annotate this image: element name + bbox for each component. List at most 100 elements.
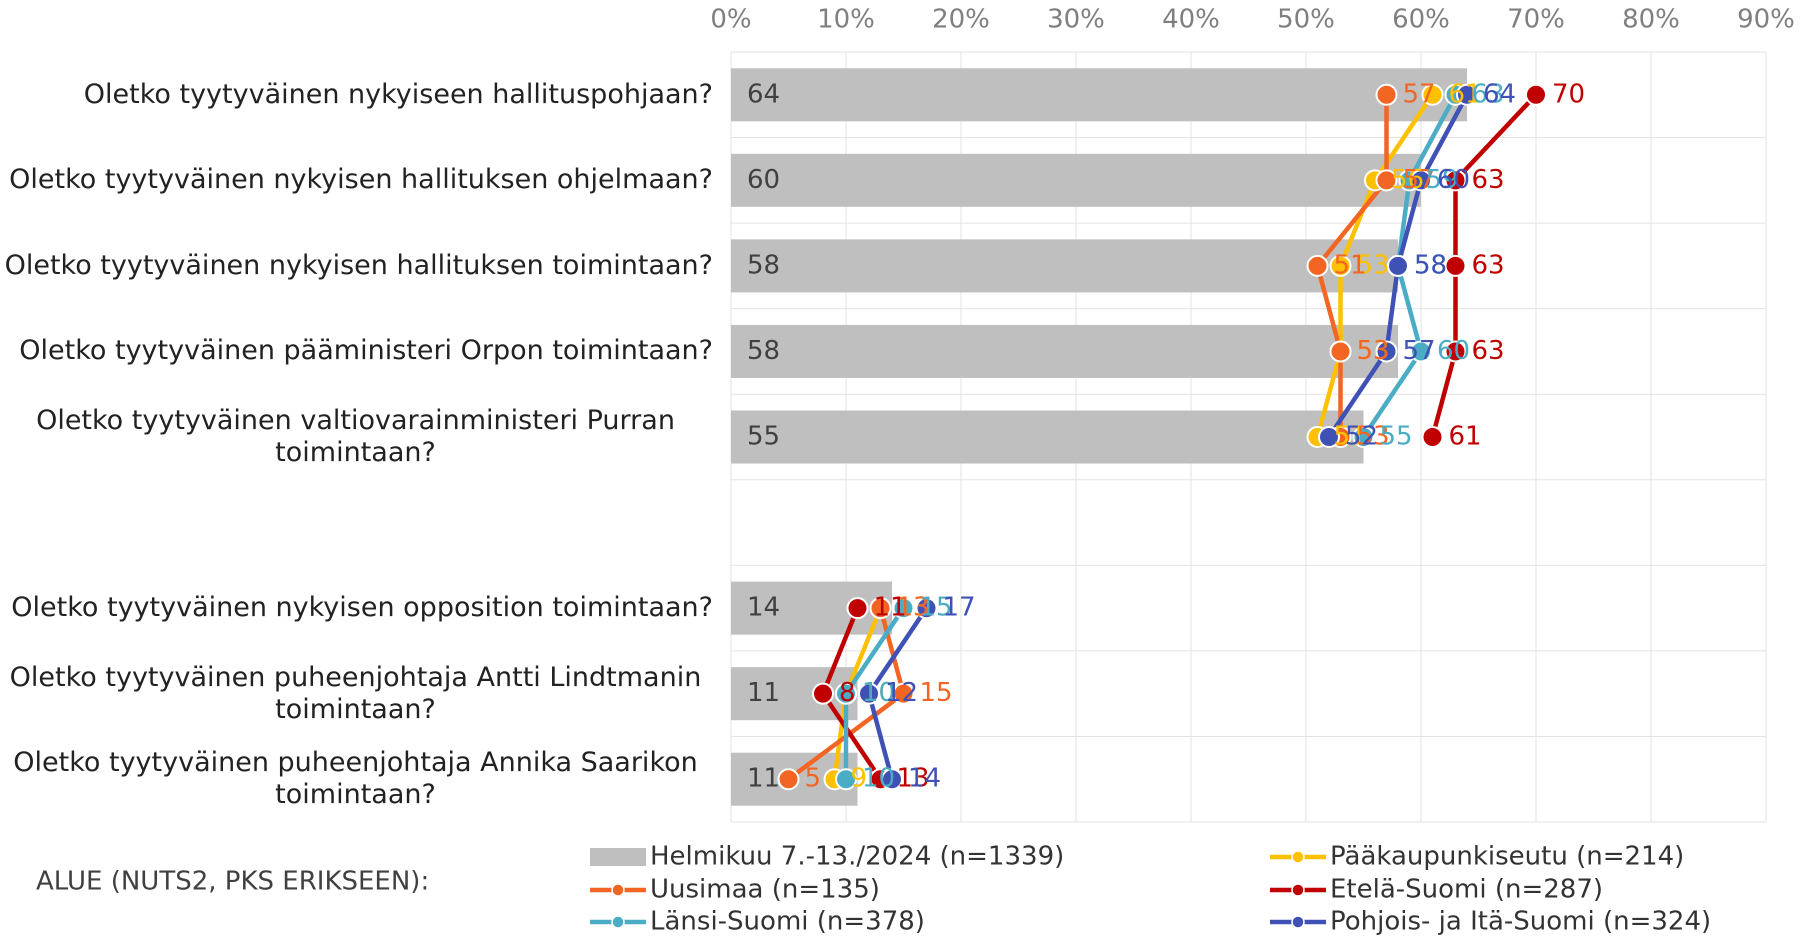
- data-label: 17: [943, 593, 976, 623]
- x-tick-label: 60%: [1392, 5, 1450, 35]
- series-marker: [1410, 340, 1432, 363]
- legend-marker: [611, 915, 625, 929]
- data-label: 63: [1472, 336, 1505, 366]
- series-marker: [1525, 83, 1547, 106]
- category-label: Oletko tyytyväinen nykyiseen hallituspoh…: [0, 79, 713, 111]
- data-label: 15: [920, 678, 953, 708]
- series-marker: [892, 597, 915, 620]
- series-marker: [1387, 254, 1409, 277]
- series-marker: [1444, 169, 1467, 192]
- data-label: 53: [1357, 422, 1390, 452]
- series-marker: [1444, 254, 1467, 277]
- series-marker: [1318, 426, 1340, 448]
- data-label: 59: [1426, 165, 1459, 195]
- data-label: 63: [1472, 79, 1505, 109]
- series-marker: [812, 682, 834, 705]
- category-label: Oletko tyytyväinen puheenjohtaja Antti L…: [0, 662, 713, 726]
- x-tick-label: 90%: [1737, 5, 1795, 35]
- category-label: Oletko tyytyväinen nykyisen hallituksen …: [0, 250, 713, 282]
- x-tick-label: 0%: [710, 5, 751, 35]
- series-marker: [881, 768, 903, 791]
- bar-value-label: 11: [747, 678, 780, 708]
- series-marker: [777, 768, 800, 791]
- data-label: 64: [1483, 79, 1516, 109]
- data-label: 10: [862, 678, 895, 708]
- bar: [731, 324, 1398, 378]
- category-text: Oletko tyytyväinen puheenjohtaja Antti L…: [9, 661, 702, 725]
- data-label: 9: [851, 764, 868, 794]
- series-marker: [1456, 83, 1478, 106]
- x-tick-label: 30%: [1047, 5, 1105, 35]
- x-tick-label: 50%: [1277, 5, 1335, 35]
- series-marker: [1375, 169, 1398, 192]
- category-label: Oletko tyytyväinen valtiovarainministeri…: [0, 405, 713, 469]
- data-label: 63: [1472, 165, 1505, 195]
- bar-value-label: 64: [747, 79, 780, 109]
- data-label: 58: [1414, 250, 1447, 280]
- x-tick-label: 80%: [1622, 5, 1680, 35]
- series-marker: [1329, 254, 1352, 277]
- bar-value-label: 14: [747, 593, 780, 623]
- series-marker: [858, 682, 880, 705]
- bar-value-label: 58: [747, 336, 780, 366]
- series-marker: [1352, 426, 1375, 448]
- data-label: 13: [897, 593, 930, 623]
- data-label: 53: [1357, 336, 1390, 366]
- series-marker: [892, 682, 915, 705]
- data-label: 5: [805, 764, 822, 794]
- category-label: Oletko tyytyväinen nykyisen hallituksen …: [0, 164, 713, 196]
- bar: [731, 68, 1467, 122]
- category-text: Oletko tyytyväinen pääministeri Orpon to…: [19, 335, 713, 367]
- series-marker: [835, 682, 857, 705]
- category-text: Oletko tyytyväinen nykyisen hallituksen …: [9, 164, 713, 196]
- series-marker: [846, 597, 869, 620]
- data-label: 57: [1403, 336, 1436, 366]
- data-label: 11: [874, 593, 907, 623]
- data-label: 8: [839, 678, 856, 708]
- data-label: 10: [862, 764, 895, 794]
- series-marker: [1375, 340, 1398, 363]
- series-marker: [1329, 340, 1352, 363]
- legend-marker: [1291, 883, 1305, 897]
- data-label: 53: [1357, 250, 1390, 280]
- series-marker: [1306, 254, 1329, 277]
- data-label: 51: [1334, 422, 1367, 452]
- data-label: 57: [1403, 79, 1436, 109]
- x-tick-label: 10%: [817, 5, 875, 35]
- data-label: 53: [1357, 336, 1390, 366]
- category-text: Oletko tyytyväinen nykyisen hallituksen …: [4, 249, 713, 281]
- category-text: Oletko tyytyväinen puheenjohtaja Annika …: [13, 747, 698, 811]
- legend-marker: [1291, 850, 1305, 864]
- legend-marker: [1291, 915, 1305, 929]
- data-label: 52: [1345, 422, 1378, 452]
- series-marker: [1375, 83, 1398, 106]
- data-label: 14: [908, 764, 941, 794]
- data-label: 55: [1380, 422, 1413, 452]
- series-marker: [835, 768, 857, 791]
- data-label: 10: [862, 678, 895, 708]
- x-tick-label: 40%: [1162, 5, 1220, 35]
- data-label: 51: [1334, 250, 1367, 280]
- bar: [731, 410, 1364, 464]
- data-label: 70: [1552, 79, 1585, 109]
- bar-value-label: 60: [747, 165, 780, 195]
- legend-label: Uusimaa (n=135): [650, 875, 880, 905]
- series-marker: [1421, 83, 1444, 106]
- data-label: 13: [897, 593, 930, 623]
- data-label: 60: [1437, 336, 1470, 366]
- series-marker: [915, 597, 938, 620]
- category-text: Oletko tyytyväinen valtiovarainministeri…: [36, 405, 675, 468]
- data-label: 57: [1403, 165, 1436, 195]
- data-label: 15: [920, 593, 953, 623]
- legend-label: Pohjois- ja Itä-Suomi (n=324): [1330, 907, 1711, 937]
- x-tick-label: 70%: [1507, 5, 1565, 35]
- data-label: 56: [1391, 165, 1424, 195]
- series-marker: [869, 597, 892, 620]
- legend-marker: [611, 883, 625, 897]
- series-marker: [1444, 340, 1467, 363]
- legend-title: ALUE (NUTS2, PKS ERIKSEEN):: [36, 867, 429, 897]
- series-marker: [1421, 426, 1444, 448]
- bar: [731, 153, 1421, 207]
